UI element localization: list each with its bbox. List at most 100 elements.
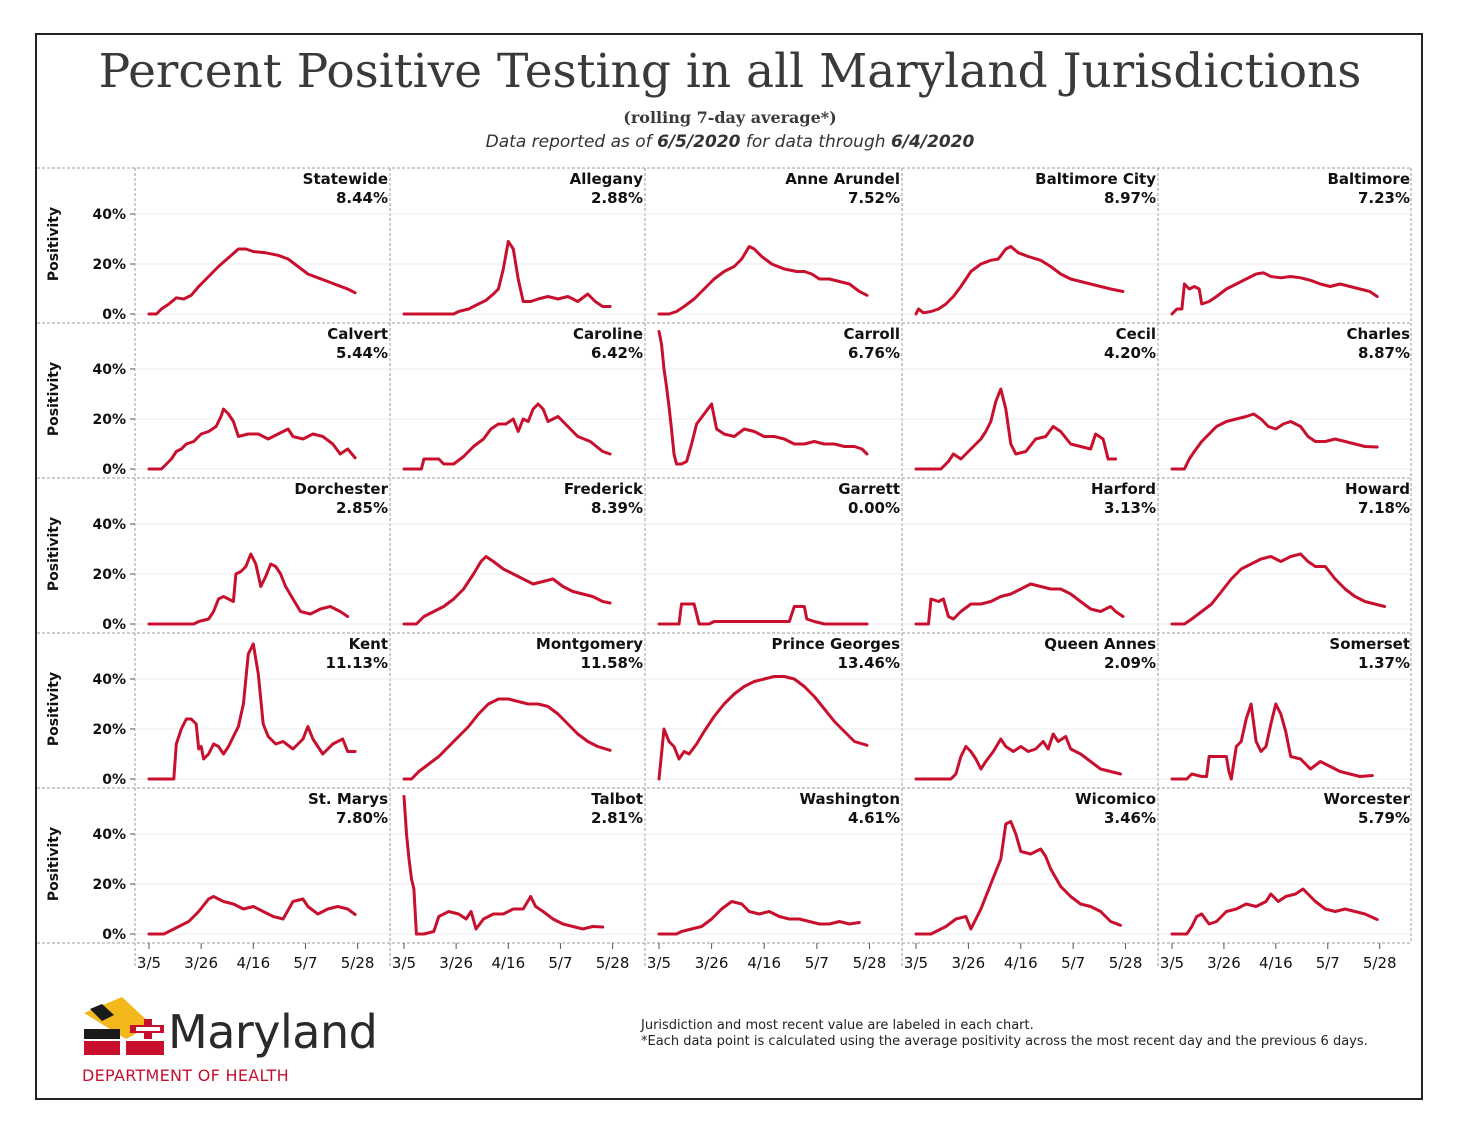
panel-latest-value: 2.85%	[336, 499, 388, 517]
panel-name: Anne Arundel	[785, 170, 900, 188]
panel-name: Somerset	[1329, 635, 1410, 653]
panel-latest-value: 8.97%	[1104, 189, 1156, 207]
series-line-calvert	[147, 407, 357, 471]
series-line-cecil	[914, 387, 1118, 471]
x-tick-label: 3/26	[1207, 954, 1241, 972]
x-tick-label: 5/28	[1363, 954, 1397, 972]
y-tick-label: 0%	[102, 772, 126, 788]
panel-latest-value: 8.87%	[1358, 344, 1410, 362]
series-line-prince-georges	[657, 675, 869, 781]
y-tick-label: 0%	[102, 927, 126, 943]
x-tick-label: 4/16	[491, 954, 525, 972]
panel-name: Statewide	[303, 170, 388, 188]
panel-name: Calvert	[327, 325, 388, 343]
series-line-talbot	[402, 795, 605, 936]
series-line-baltimore-city	[914, 245, 1125, 316]
panel-latest-value: 4.20%	[1104, 344, 1156, 362]
panel-name: Garrett	[838, 480, 900, 498]
series-line-howard	[1170, 552, 1387, 626]
x-tick-label: 3/5	[392, 954, 416, 972]
series-line-washington	[657, 900, 861, 936]
y-axis-label: Positivity	[46, 517, 62, 591]
asof-prefix: Data reported as of	[485, 132, 652, 152]
panel-latest-value: 6.42%	[591, 344, 643, 362]
series-line-frederick	[402, 555, 612, 626]
y-axis-label: Positivity	[46, 207, 62, 281]
panel-latest-value: 5.79%	[1358, 809, 1410, 827]
series-line-anne-arundel	[657, 245, 869, 316]
y-tick-label: 40%	[92, 362, 126, 378]
series-line-dorchester	[147, 552, 350, 626]
x-tick-label: 4/16	[1259, 954, 1293, 972]
x-tick-label: 3/26	[439, 954, 473, 972]
series-line-allegany	[402, 240, 612, 316]
panel-name: Dorchester	[294, 480, 388, 498]
panel-latest-value: 1.37%	[1358, 654, 1410, 672]
panel-name: Frederick	[564, 480, 644, 498]
panel-name: Harford	[1091, 480, 1156, 498]
panel-latest-value: 2.88%	[591, 189, 643, 207]
panel-name: Queen Annes	[1044, 635, 1156, 653]
x-tick-label: 5/7	[548, 954, 572, 972]
panel-name: Allegany	[570, 170, 644, 188]
panel-name: Kent	[349, 635, 388, 653]
y-tick-label: 20%	[92, 567, 126, 583]
x-tick-label: 5/28	[596, 954, 630, 972]
series-line-caroline	[402, 402, 612, 471]
y-tick-label: 0%	[102, 617, 126, 633]
x-tick-label: 5/28	[341, 954, 375, 972]
panel-name: Howard	[1345, 480, 1410, 498]
series-line-montgomery	[402, 697, 612, 781]
panel-latest-value: 5.44%	[336, 344, 388, 362]
data-date-line: Data reported as of 6/5/2020 for data th…	[0, 132, 1460, 152]
panel-name: Baltimore	[1327, 170, 1410, 188]
panel-name: Wicomico	[1075, 790, 1156, 808]
x-tick-label: 5/7	[293, 954, 317, 972]
series-line-wicomico	[914, 820, 1122, 936]
x-tick-label: 5/7	[1061, 954, 1085, 972]
panel-latest-value: 13.46%	[838, 654, 900, 672]
x-tick-label: 3/26	[952, 954, 986, 972]
x-tick-label: 5/28	[853, 954, 887, 972]
series-line-garrett	[657, 602, 869, 626]
panel-latest-value: 7.18%	[1358, 499, 1410, 517]
y-tick-label: 0%	[102, 462, 126, 478]
series-line-carroll	[657, 330, 869, 466]
panel-latest-value: 8.44%	[336, 189, 388, 207]
panel-name: Washington	[800, 790, 900, 808]
y-axis-label: Positivity	[46, 827, 62, 901]
series-line-harford	[914, 582, 1125, 626]
panel-latest-value: 11.13%	[326, 654, 388, 672]
x-tick-label: 5/7	[805, 954, 829, 972]
x-tick-label: 5/28	[1109, 954, 1143, 972]
panel-latest-value: 2.09%	[1104, 654, 1156, 672]
x-tick-label: 4/16	[747, 954, 781, 972]
chart-title: Percent Positive Testing in all Maryland…	[98, 44, 1362, 99]
panel-name: Talbot	[591, 790, 643, 808]
y-axis-label: Positivity	[46, 362, 62, 436]
logo-department: DEPARTMENT OF HEALTH	[82, 1066, 289, 1085]
footnote-2: *Each data point is calculated using the…	[641, 1034, 1368, 1049]
x-tick-label: 3/5	[647, 954, 671, 972]
maryland-flag-logo	[84, 997, 164, 1055]
panel-latest-value: 11.58%	[581, 654, 643, 672]
y-tick-label: 40%	[92, 207, 126, 223]
x-tick-label: 3/5	[1160, 954, 1184, 972]
y-tick-label: 40%	[92, 517, 126, 533]
series-line-worcester	[1170, 887, 1379, 936]
chart-subtitle: (rolling 7-day average*)	[623, 108, 837, 127]
series-line-statewide	[147, 247, 357, 316]
x-tick-label: 4/16	[236, 954, 270, 972]
panel-latest-value: 3.13%	[1104, 499, 1156, 517]
y-axis-label: Positivity	[46, 672, 62, 746]
panel-latest-value: 3.46%	[1104, 809, 1156, 827]
flag-mark	[84, 997, 164, 1055]
y-tick-label: 40%	[92, 672, 126, 688]
series-line-st-marys	[147, 895, 357, 936]
asof-date: 6/5/2020	[657, 132, 741, 152]
footnote-1: Jurisdiction and most recent value are l…	[641, 1018, 1034, 1033]
panel-name: Worcester	[1324, 790, 1411, 808]
small-multiples-grid: Positivity 0% 20% 40% Positivity 0% 20% 40% Posi…	[37, 167, 1412, 972]
x-tick-label: 3/5	[137, 954, 161, 972]
panel-latest-value: 8.39%	[591, 499, 643, 517]
